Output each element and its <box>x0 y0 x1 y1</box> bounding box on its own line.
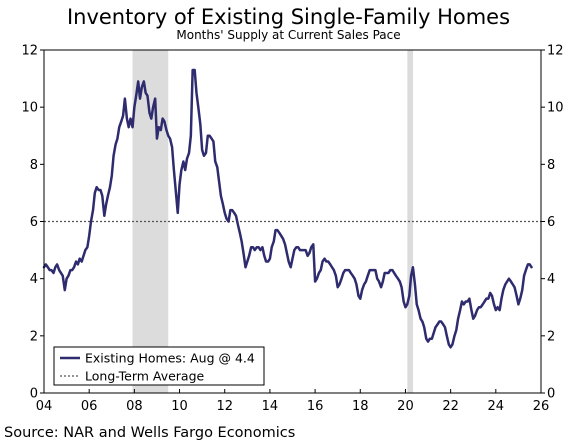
series-line-existing-homes <box>42 68 533 349</box>
chart-title: Inventory of Existing Single-Family Home… <box>67 5 510 29</box>
x-tick-label-2020: 20 <box>397 399 414 414</box>
x-tick-label-2022: 22 <box>442 399 459 414</box>
y-tick-label-right-6: 6 <box>547 215 555 230</box>
y-tick-label-right-4: 4 <box>547 272 555 287</box>
legend: Existing Homes: Aug @ 4.4 Long-Term Aver… <box>53 346 265 386</box>
x-tick-label-2014: 14 <box>262 399 279 414</box>
source-note: Source: NAR and Wells Fargo Economics <box>4 425 295 441</box>
recession-shading <box>132 50 413 393</box>
y-tick-label-left-6: 6 <box>30 215 38 230</box>
x-tick-label-2008: 08 <box>126 399 143 414</box>
recession-band-0 <box>132 50 169 393</box>
y-tick-label-right-0: 0 <box>547 387 555 402</box>
x-tick-label-2010: 10 <box>171 399 188 414</box>
y-tick-label-left-8: 8 <box>30 158 38 173</box>
x-tick-label-2016: 16 <box>307 399 324 414</box>
y-tick-label-right-2: 2 <box>547 329 555 344</box>
legend-label-existing-homes: Existing Homes: Aug @ 4.4 <box>85 351 255 366</box>
chart-subtitle: Months' Supply at Current Sales Pace <box>176 28 400 42</box>
y-tick-label-left-2: 2 <box>30 329 38 344</box>
x-tick-label-2026: 26 <box>533 399 550 414</box>
y-tick-label-right-12: 12 <box>547 44 564 59</box>
x-tick-label-2006: 06 <box>81 399 98 414</box>
x-tick-label-2004: 04 <box>36 399 53 414</box>
y-tick-label-left-12: 12 <box>21 44 38 59</box>
legend-label-long-term-average: Long-Term Average <box>85 369 205 384</box>
legend-box <box>53 346 265 386</box>
recession-band-1 <box>407 50 413 393</box>
y-tick-label-right-8: 8 <box>547 158 555 173</box>
x-tick-label-2018: 18 <box>352 399 369 414</box>
y-tick-label-right-10: 10 <box>547 101 564 116</box>
x-tick-label-2012: 12 <box>216 399 233 414</box>
x-tick-label-2024: 24 <box>488 399 505 414</box>
y-tick-label-left-4: 4 <box>30 272 38 287</box>
y-tick-label-left-0: 0 <box>30 387 38 402</box>
y-tick-label-left-10: 10 <box>21 101 38 116</box>
series-lines <box>42 68 533 349</box>
